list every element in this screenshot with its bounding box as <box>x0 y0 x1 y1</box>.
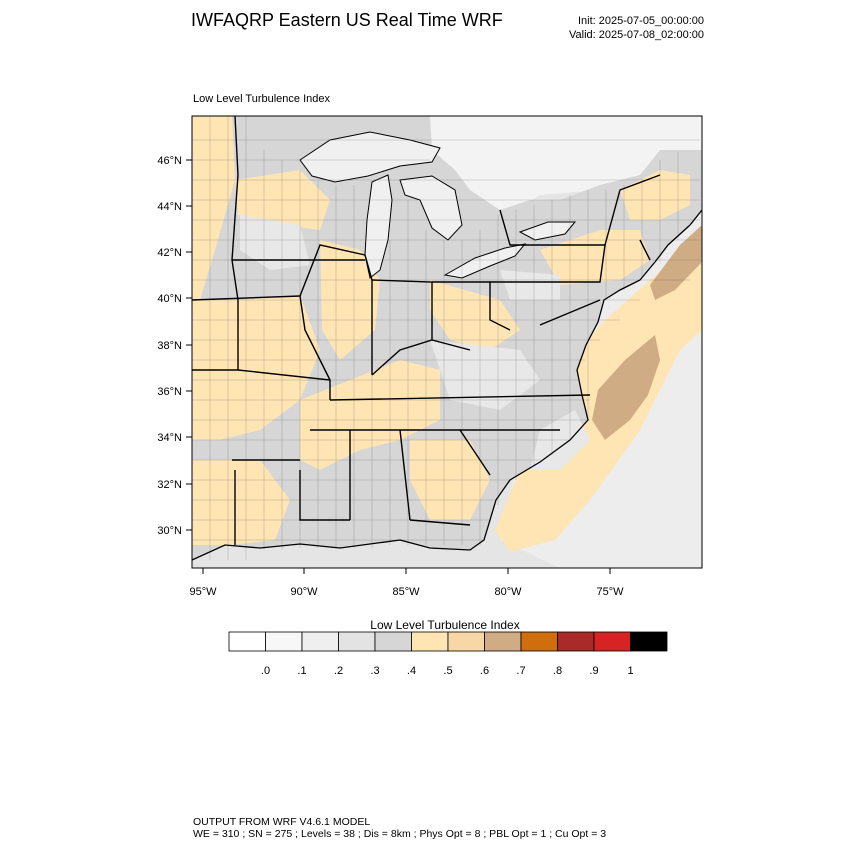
page-title: IWFAQRP Eastern US Real Time WRF <box>191 10 503 30</box>
colorbar-title: Low Level Turbulence Index <box>370 618 520 632</box>
colorbar-label: .0 <box>261 665 270 677</box>
land-low-patches <box>240 215 590 470</box>
colorbar-box <box>374 631 412 652</box>
colorbar-label: .2 <box>334 665 343 677</box>
colorbar-label: .8 <box>553 665 562 677</box>
lat-label-42: 42°N <box>157 247 182 259</box>
map-area <box>192 116 702 568</box>
init-time: Init: 2025-07-05_00:00:00 <box>578 15 704 27</box>
colorbar-box <box>557 631 595 652</box>
lon-label-85: 85°W <box>392 586 420 598</box>
land-turbulence-patches <box>192 116 690 545</box>
colorbar-label: .4 <box>407 665 416 677</box>
offshore-plume-mid <box>592 335 660 440</box>
model-footer: OUTPUT FROM WRF V4.6.1 MODEL WE = 310 ; … <box>193 816 606 840</box>
colorbar-box <box>228 631 266 652</box>
colorbar-label: .6 <box>480 665 489 677</box>
lat-tick-marks <box>186 159 192 531</box>
lat-label-32: 32°N <box>157 479 182 491</box>
lat-label-34: 34°N <box>157 432 182 444</box>
lat-label-44: 44°N <box>157 201 182 213</box>
lon-label-75: 75°W <box>596 586 624 598</box>
colorbar <box>228 631 668 652</box>
lon-label-80: 80°W <box>494 586 522 598</box>
colorbar-box <box>630 631 668 652</box>
lon-label-95: 95°W <box>189 586 217 598</box>
lat-label-46: 46°N <box>157 155 182 167</box>
colorbar-box <box>301 631 339 652</box>
great-lakes <box>299 131 577 279</box>
lat-label-30: 30°N <box>157 525 182 537</box>
map-field-label: Low Level Turbulence Index <box>193 93 330 105</box>
colorbar-box <box>411 631 449 652</box>
colorbar-label: .9 <box>589 665 598 677</box>
lon-label-90: 90°W <box>290 586 318 598</box>
lat-label-36: 36°N <box>157 386 182 398</box>
colorbar-label: .5 <box>443 665 452 677</box>
colorbar-box <box>265 631 303 652</box>
footer-line-1: OUTPUT FROM WRF V4.6.1 MODEL <box>193 816 371 828</box>
state-boundaries <box>192 116 661 545</box>
coastline <box>192 209 702 561</box>
colorbar-box <box>338 631 376 652</box>
lat-label-38: 38°N <box>157 340 182 352</box>
lon-tick-marks <box>202 568 611 574</box>
colorbar-label: 1 <box>627 665 633 677</box>
lat-label-40: 40°N <box>157 293 182 305</box>
colorbar-box <box>520 631 558 652</box>
map-frame <box>191 115 703 569</box>
colorbar-labels: .0 .1 .2 .3 .4 .5 .6 .7 .8 .9 1 <box>261 665 634 677</box>
colorbar-label: .1 <box>297 665 306 677</box>
colorbar-box <box>447 631 485 652</box>
valid-time: Valid: 2025-07-08_02:00:00 <box>569 29 704 41</box>
colorbar-label: .7 <box>516 665 525 677</box>
lake-michigan <box>364 174 393 279</box>
footer-line-2: WE = 310 ; SN = 275 ; Levels = 38 ; Dis … <box>193 828 607 840</box>
colorbar-box <box>484 631 522 652</box>
colorbar-label: .3 <box>370 665 379 677</box>
offshore-plume-ne <box>650 225 702 300</box>
colorbar-box <box>593 631 631 652</box>
time-info: Init: 2025-07-05_00:00:00 Valid: 2025-07… <box>569 14 704 42</box>
